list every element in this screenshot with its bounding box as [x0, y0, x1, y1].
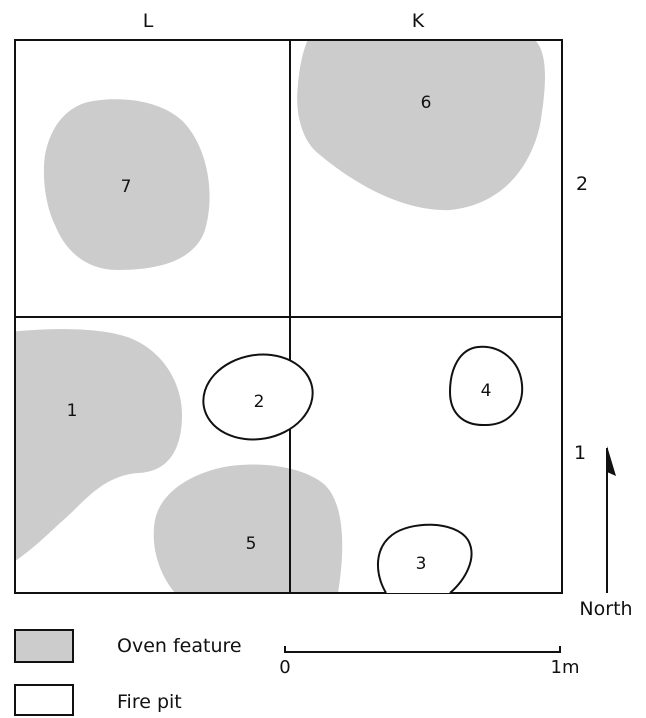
legend-swatch-fire-pit: [14, 684, 74, 716]
fire-pit-2: [202, 353, 314, 441]
column-label-l: L: [143, 10, 154, 32]
oven-feature-6: [297, 40, 545, 211]
feature-label-6: 6: [421, 93, 432, 113]
scale-label-end: 1m: [551, 657, 580, 678]
feature-label-4: 4: [481, 381, 492, 401]
fire-pit-3: [376, 523, 473, 594]
oven-feature-7: [43, 99, 210, 270]
feature-label-1: 1: [67, 401, 78, 421]
fire-pit-4: [448, 345, 524, 427]
north-arrow-head-icon: [607, 446, 616, 476]
scale-label-start: 0: [279, 657, 290, 678]
feature-label-2: 2: [254, 392, 265, 412]
excavation-grid: [14, 39, 563, 594]
north-arrow: North: [579, 446, 633, 620]
feature-label-3: 3: [416, 554, 427, 574]
feature-label-7: 7: [121, 177, 132, 197]
row-label-1: 1: [574, 442, 586, 464]
feature-label-5: 5: [246, 534, 257, 554]
legend-label-fire-pit: Fire pit: [117, 691, 182, 713]
oven-feature-5: [153, 464, 343, 593]
feature-labels: 1 2 3 4 5 6 7: [67, 93, 492, 574]
column-label-k: K: [412, 10, 425, 32]
legend: Oven feature Fire pit: [14, 629, 242, 716]
fire-pits-layer: [202, 345, 524, 594]
grid-labels: L K 2 1: [143, 10, 588, 464]
scale-bar: 0 1m: [279, 646, 580, 678]
legend-swatch-oven: [14, 629, 74, 663]
north-label: North: [579, 598, 632, 620]
row-label-2: 2: [576, 173, 588, 195]
legend-label-oven: Oven feature: [117, 635, 242, 657]
oven-feature-1: [15, 329, 182, 562]
oven-features-layer: [15, 40, 545, 593]
